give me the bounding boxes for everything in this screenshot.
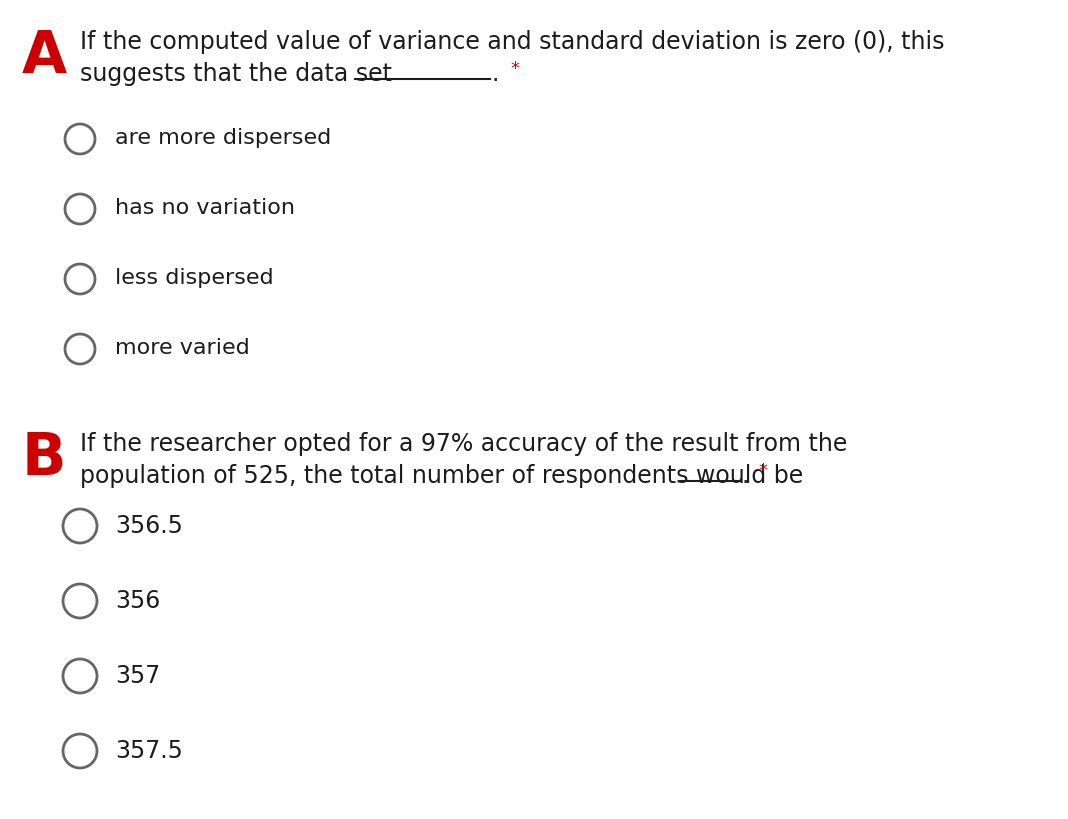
Text: 357: 357 — [115, 663, 160, 687]
Text: 356.5: 356.5 — [115, 514, 183, 537]
Text: suggests that the data set: suggests that the data set — [80, 62, 392, 86]
Text: 357.5: 357.5 — [115, 738, 183, 762]
Text: has no variation: has no variation — [115, 197, 295, 218]
Text: are more dispersed: are more dispersed — [115, 128, 331, 147]
Text: If the computed value of variance and standard deviation is zero (0), this: If the computed value of variance and st… — [80, 30, 944, 54]
Text: 356: 356 — [115, 588, 160, 613]
Text: less dispersed: less dispersed — [115, 268, 273, 287]
Text: .: . — [741, 464, 749, 487]
Text: more varied: more varied — [115, 337, 250, 358]
Text: A: A — [22, 28, 67, 85]
Text: population of 525, the total number of respondents would be: population of 525, the total number of r… — [80, 464, 803, 487]
Text: B: B — [22, 429, 66, 486]
Text: .: . — [491, 62, 499, 86]
Text: If the researcher opted for a 97% accuracy of the result from the: If the researcher opted for a 97% accura… — [80, 432, 847, 455]
Text: *: * — [758, 461, 767, 479]
Text: *: * — [511, 60, 519, 78]
